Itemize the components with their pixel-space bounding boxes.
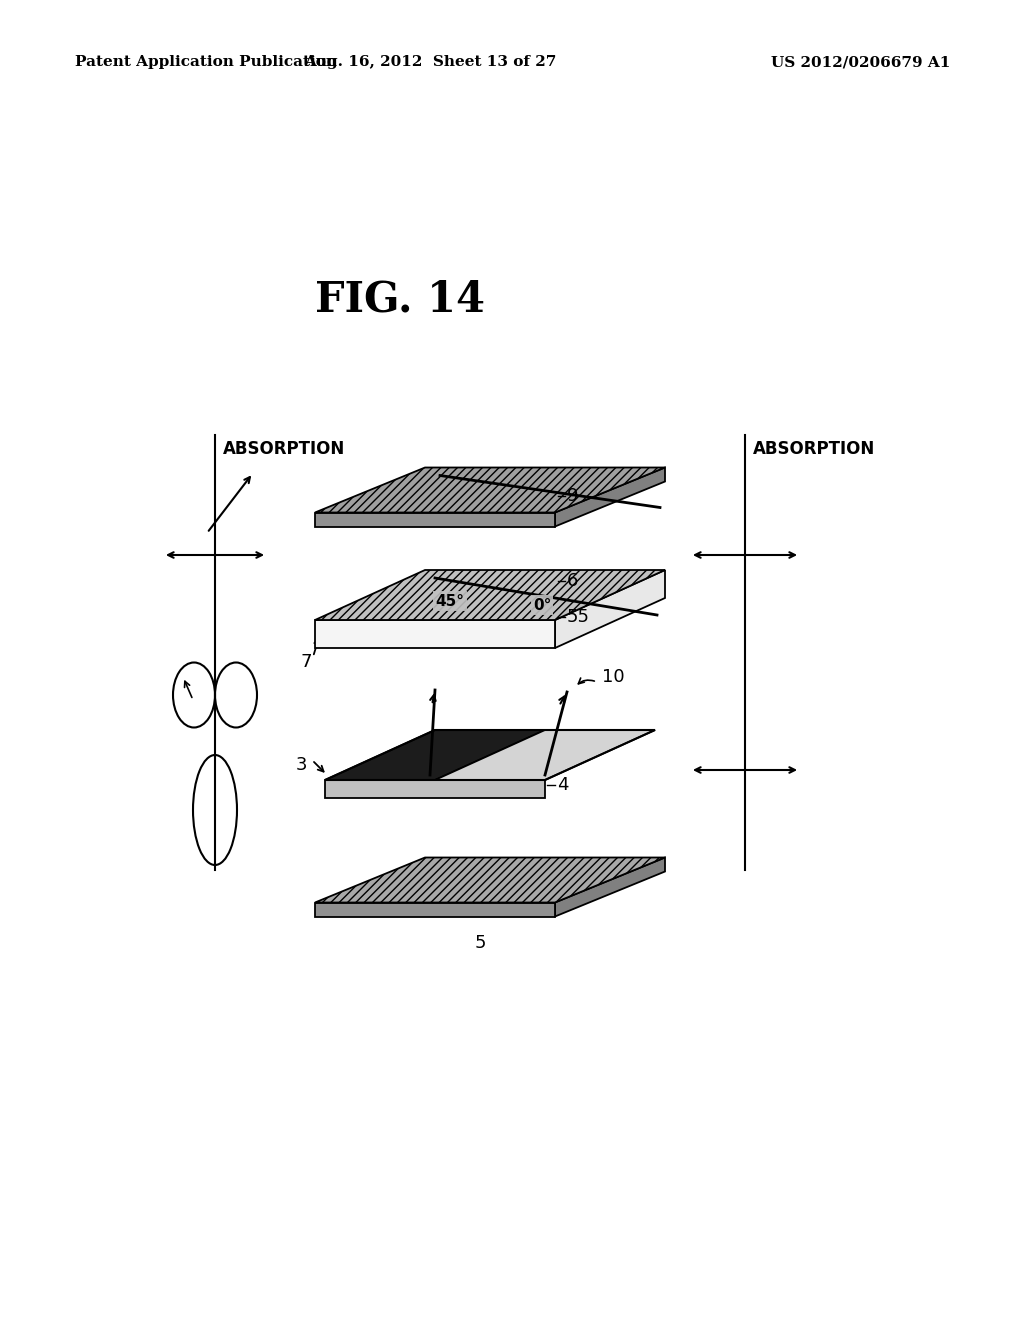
Text: 5: 5 xyxy=(474,935,485,953)
Text: 45°: 45° xyxy=(435,594,465,609)
Text: US 2012/0206679 A1: US 2012/0206679 A1 xyxy=(771,55,950,69)
Text: Aug. 16, 2012  Sheet 13 of 27: Aug. 16, 2012 Sheet 13 of 27 xyxy=(304,55,556,69)
Text: 7: 7 xyxy=(300,653,311,671)
Polygon shape xyxy=(315,512,555,527)
Text: 9: 9 xyxy=(567,487,579,506)
Polygon shape xyxy=(315,620,555,648)
Polygon shape xyxy=(555,858,665,916)
Text: 6: 6 xyxy=(567,572,579,590)
Text: 0°: 0° xyxy=(532,598,551,612)
Polygon shape xyxy=(315,467,665,512)
Polygon shape xyxy=(435,730,655,780)
Text: 3: 3 xyxy=(296,756,307,774)
Polygon shape xyxy=(315,570,665,620)
Polygon shape xyxy=(325,780,545,799)
Text: FIG. 14: FIG. 14 xyxy=(315,279,485,321)
Polygon shape xyxy=(315,858,665,903)
Text: Patent Application Publication: Patent Application Publication xyxy=(75,55,337,69)
Text: 4: 4 xyxy=(557,776,568,795)
Polygon shape xyxy=(315,903,555,916)
Polygon shape xyxy=(325,730,545,780)
Text: ABSORPTION: ABSORPTION xyxy=(223,440,345,458)
Polygon shape xyxy=(555,467,665,527)
Text: ABSORPTION: ABSORPTION xyxy=(753,440,876,458)
Text: 55: 55 xyxy=(567,609,590,626)
Polygon shape xyxy=(555,570,665,648)
Text: 10: 10 xyxy=(602,668,625,686)
